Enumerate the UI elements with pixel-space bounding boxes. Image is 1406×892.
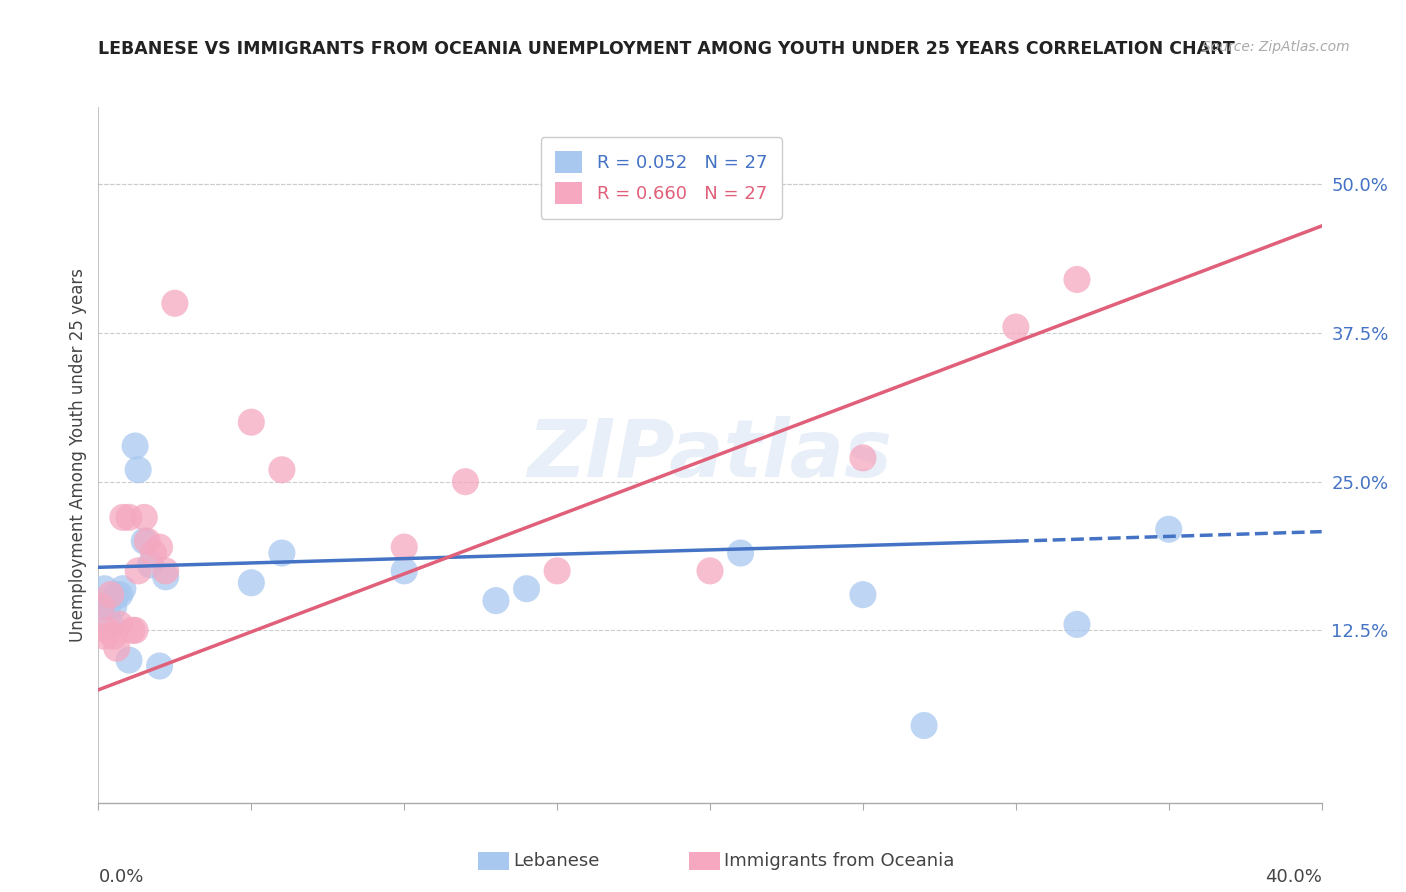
Point bbox=[111, 510, 134, 524]
Point bbox=[124, 439, 146, 453]
Point bbox=[105, 641, 128, 656]
Point bbox=[149, 659, 172, 673]
Point bbox=[485, 593, 508, 607]
Point bbox=[392, 564, 416, 578]
Point bbox=[155, 570, 177, 584]
Point bbox=[454, 475, 477, 489]
Point bbox=[118, 510, 141, 524]
Point bbox=[1066, 617, 1088, 632]
Point bbox=[392, 540, 416, 554]
Point bbox=[103, 599, 125, 614]
Point bbox=[90, 599, 112, 614]
Point bbox=[105, 588, 128, 602]
Point bbox=[240, 575, 263, 590]
Point bbox=[97, 624, 120, 638]
Point bbox=[270, 463, 292, 477]
Point bbox=[852, 450, 875, 465]
Point bbox=[1066, 272, 1088, 286]
Point bbox=[118, 653, 141, 667]
Text: Source: ZipAtlas.com: Source: ZipAtlas.com bbox=[1202, 40, 1350, 54]
Point bbox=[111, 582, 134, 596]
Point bbox=[93, 629, 115, 643]
Point bbox=[100, 588, 122, 602]
Point bbox=[90, 599, 112, 614]
Legend: R = 0.052   N = 27, R = 0.660   N = 27: R = 0.052 N = 27, R = 0.660 N = 27 bbox=[541, 137, 782, 219]
Text: LEBANESE VS IMMIGRANTS FROM OCEANIA UNEMPLOYMENT AMONG YOUTH UNDER 25 YEARS CORR: LEBANESE VS IMMIGRANTS FROM OCEANIA UNEM… bbox=[98, 40, 1234, 58]
Point bbox=[1157, 522, 1180, 536]
Point bbox=[546, 564, 568, 578]
Point bbox=[852, 588, 875, 602]
Point bbox=[139, 558, 162, 572]
Point bbox=[136, 534, 159, 549]
Point bbox=[121, 624, 143, 638]
Point bbox=[1004, 320, 1026, 334]
Point bbox=[516, 582, 538, 596]
Point bbox=[97, 599, 120, 614]
Y-axis label: Unemployment Among Youth under 25 years: Unemployment Among Youth under 25 years bbox=[69, 268, 87, 642]
Point bbox=[546, 189, 568, 203]
Point bbox=[103, 629, 125, 643]
Point bbox=[142, 546, 165, 560]
Point bbox=[124, 624, 146, 638]
Point bbox=[134, 510, 156, 524]
Text: 0.0%: 0.0% bbox=[98, 868, 143, 887]
Point bbox=[149, 540, 172, 554]
Point bbox=[108, 588, 131, 602]
Point bbox=[100, 617, 122, 632]
Text: 40.0%: 40.0% bbox=[1265, 868, 1322, 887]
Point bbox=[134, 534, 156, 549]
Point bbox=[108, 617, 131, 632]
Point bbox=[592, 195, 614, 210]
Point bbox=[163, 296, 186, 310]
Text: Lebanese: Lebanese bbox=[513, 852, 599, 870]
Point bbox=[93, 582, 115, 596]
Point bbox=[270, 546, 292, 560]
Text: Immigrants from Oceania: Immigrants from Oceania bbox=[724, 852, 955, 870]
Point bbox=[912, 718, 935, 732]
Point bbox=[155, 564, 177, 578]
Point bbox=[699, 564, 721, 578]
Point bbox=[127, 564, 149, 578]
Point bbox=[730, 546, 752, 560]
Text: ZIPatlas: ZIPatlas bbox=[527, 416, 893, 494]
Point bbox=[240, 415, 263, 429]
Point bbox=[127, 463, 149, 477]
